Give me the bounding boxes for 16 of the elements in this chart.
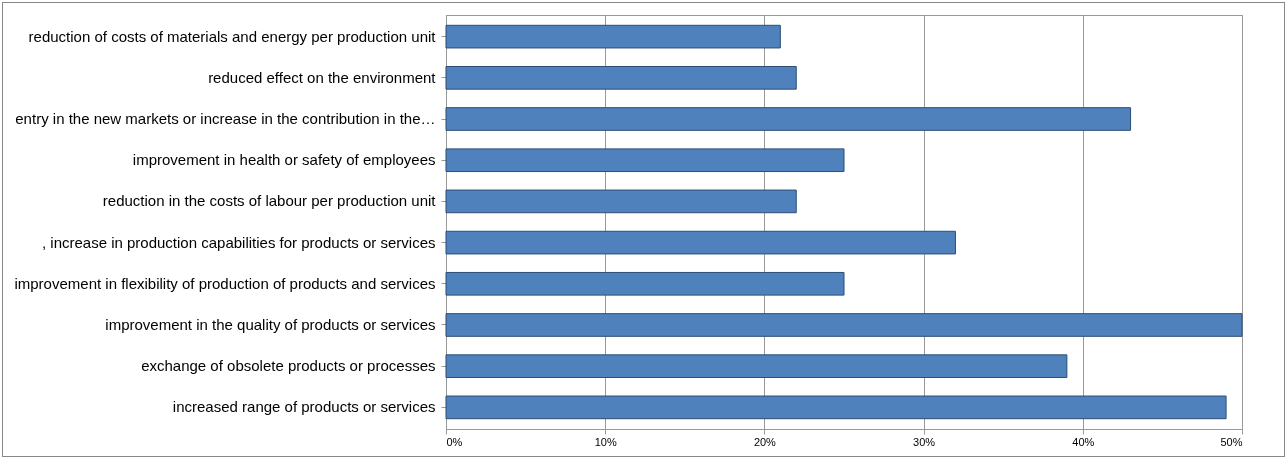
y-tick-label: reduction in the costs of labour per production unit: [102, 192, 437, 210]
x-tick-label: 30%: [913, 435, 936, 448]
x-tick-label: 40%: [1072, 435, 1095, 448]
y-tick-label: improvement in flexibility of production of products and services: [14, 274, 436, 292]
x-tick-label: 20%: [753, 435, 777, 448]
x-tick-label: 10%: [594, 435, 617, 448]
y-tick-label: improvement in health or safety of employees: [132, 151, 436, 169]
y-tick-label: improvement in the quality of products or services: [105, 315, 436, 333]
y-tick-label: reduced effect on the environment: [208, 68, 437, 86]
y-tick-label: , increase in production capabilities for products or services: [41, 233, 436, 251]
x-tick-label: 50%: [1220, 435, 1243, 448]
y-tick-label: increased range of products or services: [172, 398, 436, 416]
y-tick-label: exchange of obsolete products or processes: [141, 357, 436, 375]
y-tick-label: entry in the new markets or increase in the contribution in the…: [15, 110, 436, 128]
y-tick-label: reduction of costs of materials and energy per production unit: [28, 27, 437, 45]
x-tick-label: 0%: [446, 435, 463, 448]
